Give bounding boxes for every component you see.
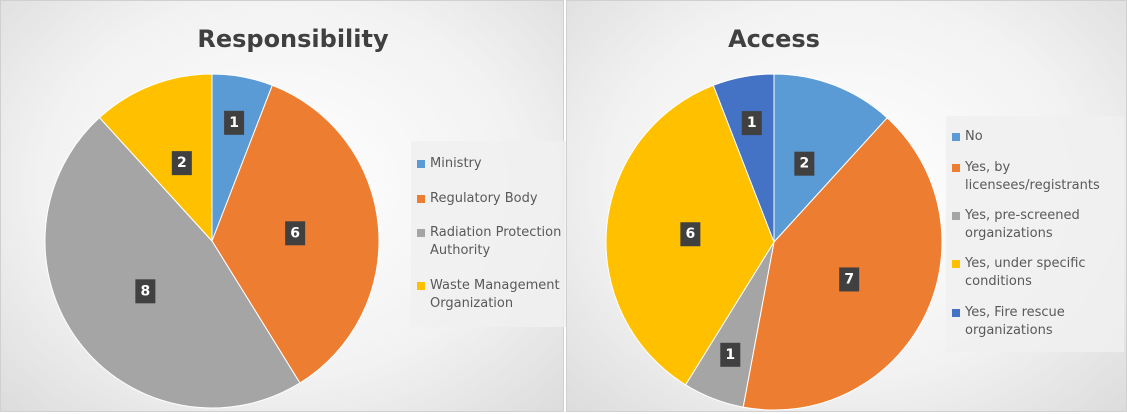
legend-item: Yes, under specific conditions [952, 255, 1118, 291]
data-label-box [224, 110, 245, 135]
chart-panel: Access 2 7 1 6 1 No Yes, by licensees/registran… [566, 0, 1127, 412]
legend-swatch [952, 133, 960, 142]
data-label-box [794, 151, 815, 176]
legend-label: Ministry [430, 156, 482, 172]
legend-item: Yes, pre-screened organizations [952, 207, 1118, 243]
data-label-box [680, 222, 701, 247]
chart-title: Access [728, 25, 820, 53]
legend-label: Waste Management Organization [430, 277, 560, 311]
legend-swatch [417, 229, 425, 238]
pie-slice [98, 73, 213, 243]
data-label-box [135, 279, 156, 304]
data-label-box [741, 111, 762, 136]
chart-panel: Responsibility 1 6 8 2 Ministry Regulatory Bod… [0, 0, 571, 412]
data-label-box [720, 342, 741, 367]
legend: Ministry Regulatory Body Radiation Protect… [411, 141, 571, 327]
legend-label: Regulatory Body [430, 190, 538, 206]
chart: Access 2 7 1 6 1 [605, 25, 943, 411]
legend-swatch [952, 211, 960, 220]
data-label: 7 [844, 271, 854, 287]
legend-swatch [417, 160, 425, 169]
legend-item: No [952, 128, 1118, 146]
legend: No Yes, by licensees/registrants Yes, pre-… [946, 116, 1124, 352]
pie-slice [773, 73, 888, 244]
legend-swatch [952, 163, 960, 172]
legend-item: Yes, by licensees/registrants [952, 159, 1118, 195]
legend-swatch [417, 194, 425, 203]
legend-label: No [965, 129, 983, 145]
chart: Responsibility 1 6 8 2 [44, 25, 389, 409]
data-label: 1 [229, 115, 239, 131]
chart-title: Responsibility [197, 25, 389, 53]
data-label: 1 [747, 115, 757, 131]
data-label: 1 [725, 347, 735, 363]
pie-slice [44, 116, 301, 409]
legend-label: Yes, Fire rescue organizations [965, 304, 1065, 338]
data-label: 2 [177, 155, 187, 171]
pie-slice [742, 117, 943, 411]
legend-label: Yes, pre-screened organizations [965, 207, 1080, 241]
data-label-box [839, 267, 860, 292]
data-label: 8 [140, 283, 150, 299]
data-label-box [171, 151, 192, 176]
data-label: 6 [685, 226, 695, 242]
legend-item: Waste Management Organization [417, 277, 565, 313]
data-label: 6 [290, 225, 300, 241]
legend-swatch [417, 281, 425, 290]
legend-item: Ministry [417, 155, 565, 173]
legend-label: Yes, by licensees/registrants [965, 159, 1100, 193]
legend-item: Radiation Protection Authority [417, 224, 565, 260]
legend-item: Regulatory Body [417, 190, 565, 208]
legend-item: Yes, Fire rescue organizations [952, 304, 1118, 340]
legend-label: Yes, under specific conditions [965, 256, 1086, 290]
legend-swatch [952, 260, 960, 269]
data-label-box [285, 221, 306, 246]
data-label: 2 [799, 156, 809, 172]
legend-label: Radiation Protection Authority [430, 225, 562, 259]
legend-swatch [952, 308, 960, 317]
